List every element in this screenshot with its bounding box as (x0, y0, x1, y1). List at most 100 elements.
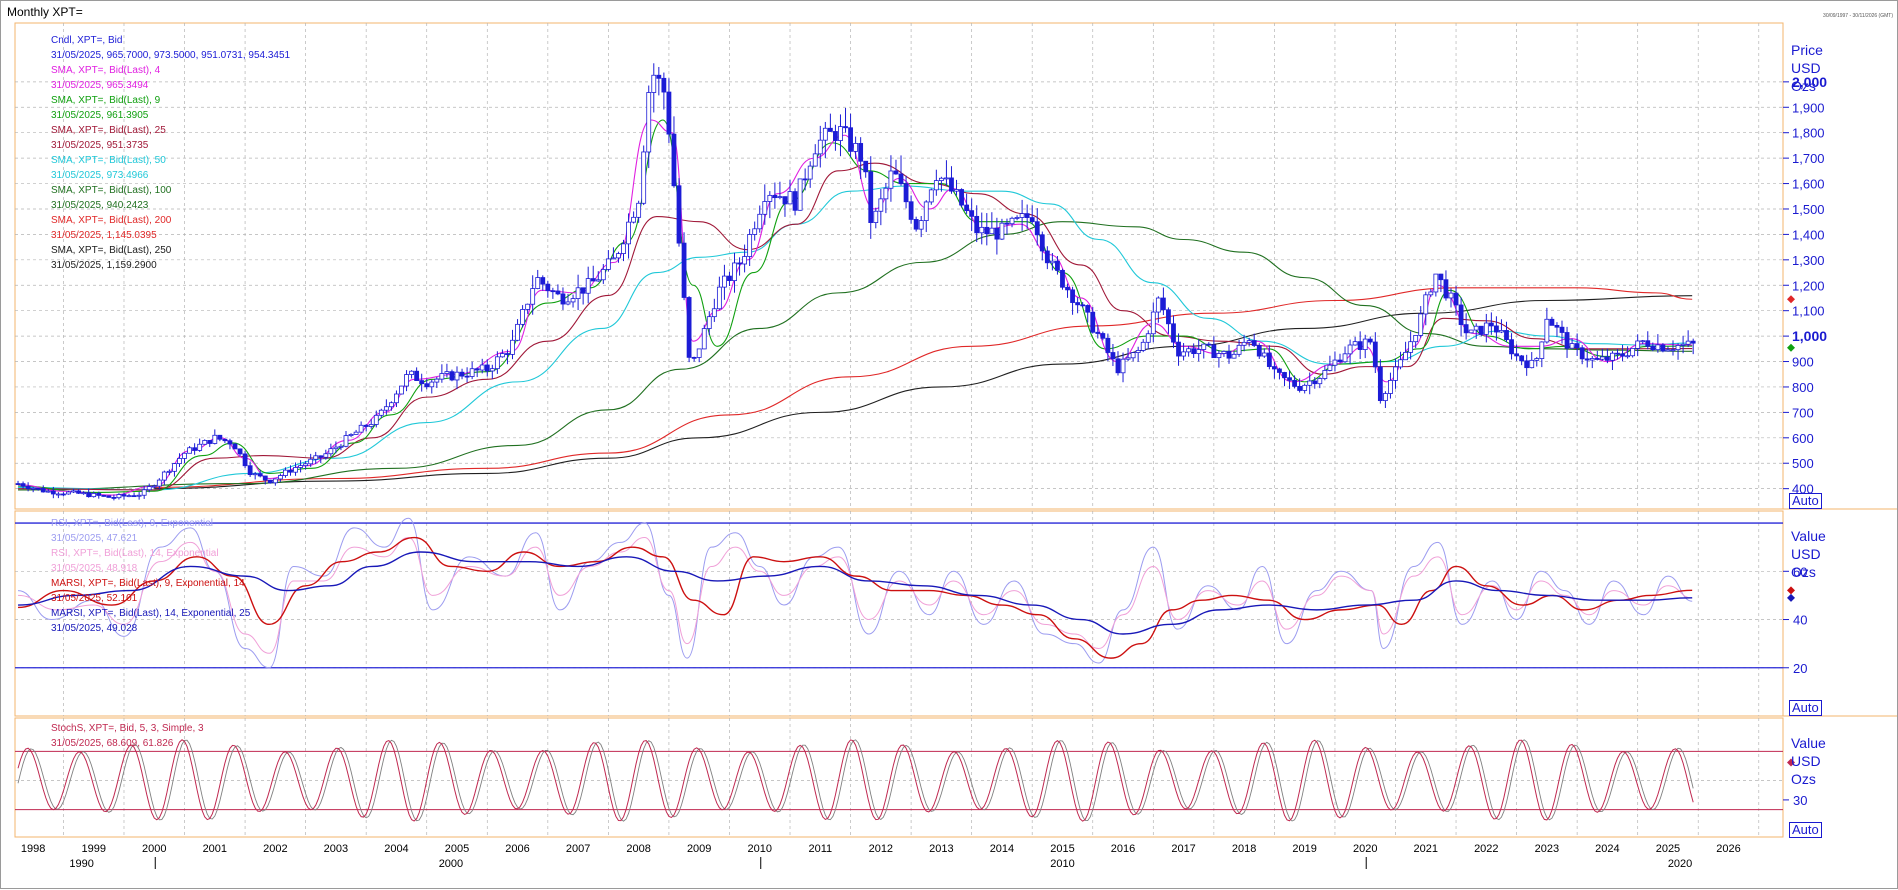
stoch-tick-label: 30 (1793, 793, 1807, 808)
candle-body (479, 364, 485, 371)
candle-body (434, 378, 440, 383)
legend-entry: SMA, XPT=, Bid(Last), 25 (51, 125, 166, 136)
legend-entry: MARSI, XPT=, Bid(Last), 9, Exponential, … (51, 578, 245, 589)
x-tick-label: 2004 (384, 843, 408, 855)
candle-body (1085, 305, 1091, 313)
candle-body (822, 127, 828, 141)
marsi14-line (18, 551, 1693, 635)
candle-body (1579, 347, 1585, 360)
price-tick-label: 1,100 (1792, 304, 1825, 319)
candle-body (1241, 341, 1247, 346)
candle-body (1483, 322, 1489, 335)
candle-body (348, 434, 354, 436)
x-tick-label: 2013 (929, 843, 953, 855)
candle-body (1211, 344, 1217, 359)
candle-body (1277, 368, 1282, 373)
candle-body (373, 414, 379, 425)
candle-body (389, 402, 394, 408)
candle-body (1065, 286, 1070, 291)
candle-body (1110, 352, 1116, 360)
candle-body (505, 353, 510, 355)
candle-body (121, 494, 127, 497)
legend-entry: SMA, XPT=, Bid(Last), 200 (51, 215, 172, 226)
candle-body (1514, 353, 1519, 357)
candle-body (530, 288, 536, 305)
candle-body (520, 309, 525, 325)
candle-body (585, 278, 591, 294)
legend-entry: 31/05/2025, 965.7000, 973.5000, 951.0731… (51, 50, 291, 61)
candle-body (878, 198, 884, 212)
candle-body (197, 443, 203, 451)
candle-body (646, 92, 652, 153)
candle-body (757, 213, 763, 230)
candle-body (716, 286, 722, 310)
candle-body (1504, 330, 1509, 341)
candle-body (1468, 329, 1474, 334)
candle-body (293, 467, 298, 473)
candle-body (732, 262, 737, 282)
candle-body (1428, 291, 1434, 296)
candle-body (772, 194, 778, 199)
decade-label: 2000 (439, 858, 463, 870)
candle-body (1398, 359, 1403, 368)
decade-label: 2010 (1050, 858, 1074, 870)
candle-body (464, 375, 470, 378)
candle-body (1196, 349, 1202, 355)
candle-body (1605, 356, 1610, 361)
candle-body (570, 298, 576, 303)
candle-body (1166, 309, 1171, 325)
x-tick-label: 2017 (1171, 843, 1195, 855)
candle-body (560, 293, 566, 305)
candle-body (1246, 340, 1252, 343)
price-tick-label: 900 (1792, 355, 1814, 370)
legend-entry: 31/05/2025, 973.4966 (51, 170, 149, 181)
candle-body (1488, 322, 1494, 327)
candle-body (363, 424, 369, 427)
candle-body (111, 497, 117, 499)
candle-body (1438, 273, 1444, 281)
candle-body (212, 434, 218, 444)
legend-entry: Cndl, XPT=, Bid (51, 35, 123, 46)
candle-body (1453, 292, 1459, 306)
axis-header-line: Ozs (1791, 771, 1816, 787)
candle-body (1403, 351, 1408, 361)
candle-body (1357, 341, 1363, 350)
x-tick-label: 1998 (21, 843, 45, 855)
price-tick-label: 1,700 (1792, 151, 1825, 166)
x-tick-label: 2011 (808, 843, 832, 855)
candle-body (1610, 352, 1615, 361)
candle-body (1362, 338, 1368, 350)
candle-body (656, 74, 662, 79)
candle-body (550, 290, 556, 293)
candle-body (631, 216, 636, 223)
stoch-auto-button[interactable]: Auto (1789, 822, 1822, 838)
candle-body (1615, 352, 1620, 355)
price-axis-header: Price USD Ozs (1791, 41, 1823, 95)
candle-body (1499, 330, 1504, 333)
rsi-last-marker (1787, 586, 1795, 595)
x-tick-label: 2007 (566, 843, 590, 855)
candle-body (1297, 385, 1303, 391)
candle-body (1145, 333, 1151, 343)
candle-body (182, 452, 187, 459)
price-auto-button[interactable]: Auto (1789, 493, 1822, 509)
rsi-auto-button[interactable]: Auto (1789, 700, 1822, 716)
candle-body (1105, 337, 1111, 353)
sma-25-line (18, 162, 1693, 491)
legend-entry: SMA, XPT=, Bid(Last), 50 (51, 155, 166, 166)
candle-body (595, 279, 601, 282)
legend-entry: 31/05/2025, 965.3494 (51, 80, 149, 91)
marsi9-line (18, 536, 1693, 659)
candle-body (146, 486, 152, 491)
candle-body (278, 475, 283, 480)
candle-body (873, 210, 879, 223)
candle-body (827, 127, 833, 132)
candle-body (35, 487, 41, 490)
candle-body (1559, 326, 1565, 333)
candle-body (399, 385, 404, 395)
candle-body (232, 443, 238, 450)
x-tick-label: 2005 (445, 843, 469, 855)
candle-body (1569, 343, 1575, 349)
candle-body (575, 287, 581, 299)
